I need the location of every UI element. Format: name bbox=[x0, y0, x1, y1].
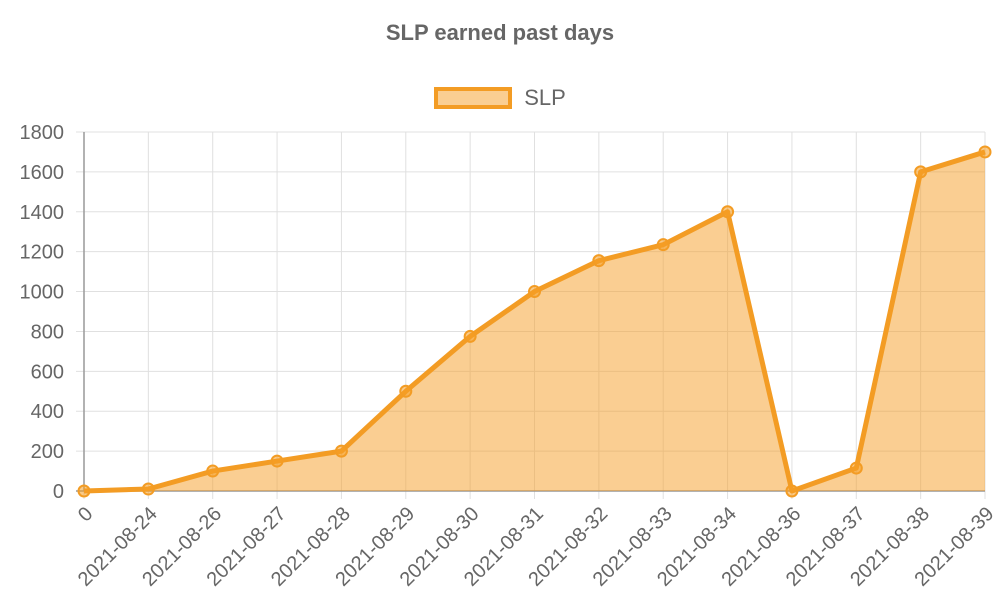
data-point bbox=[978, 145, 992, 159]
y-tick-label: 0 bbox=[53, 481, 64, 503]
y-tick-label: 1000 bbox=[20, 282, 65, 304]
y-tick-label: 400 bbox=[31, 401, 64, 423]
data-point bbox=[528, 285, 541, 299]
data-point bbox=[77, 484, 91, 498]
y-tick-label: 1600 bbox=[20, 162, 65, 184]
y-tick-label: 200 bbox=[31, 441, 64, 463]
series-area-fill bbox=[84, 151, 985, 491]
data-point bbox=[334, 444, 348, 458]
data-point bbox=[463, 329, 477, 343]
legend[interactable]: SLP bbox=[0, 85, 1000, 111]
data-point bbox=[206, 464, 220, 478]
data-point bbox=[592, 254, 606, 268]
x-tick-label: 0 bbox=[74, 503, 97, 526]
data-point bbox=[785, 484, 799, 498]
y-tick-label: 1200 bbox=[20, 242, 65, 264]
y-tick-label: 1800 bbox=[20, 122, 65, 144]
data-point bbox=[914, 165, 928, 179]
y-tick-label: 800 bbox=[31, 321, 64, 343]
y-tick-label: 600 bbox=[31, 361, 64, 383]
data-point bbox=[849, 461, 863, 475]
data-point bbox=[721, 205, 735, 219]
data-point bbox=[656, 238, 670, 252]
y-tick-label: 1400 bbox=[20, 202, 65, 224]
data-point bbox=[141, 482, 155, 496]
legend-swatch[interactable] bbox=[434, 87, 513, 109]
data-point bbox=[270, 454, 284, 468]
legend-label[interactable]: SLP bbox=[524, 85, 566, 110]
chart-title: SLP earned past days bbox=[385, 20, 615, 45]
data-point bbox=[399, 384, 413, 398]
